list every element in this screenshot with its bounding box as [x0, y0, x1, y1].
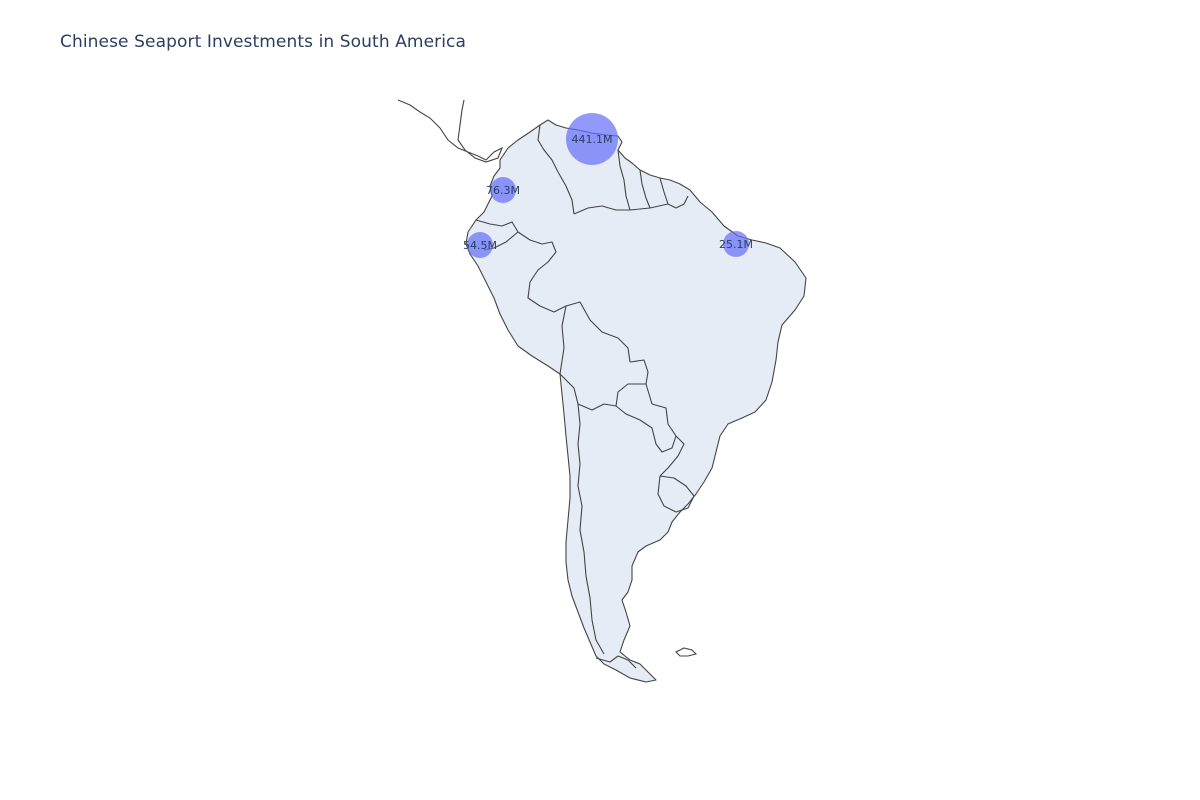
border-uruguay [657, 475, 695, 513]
port-bubble[interactable] [490, 177, 516, 203]
falkland-islands [675, 647, 698, 657]
border-venezuela-guyana [617, 149, 631, 211]
border-peru-brazil [527, 281, 631, 363]
port-bubble-label: 54.5M [463, 239, 497, 252]
tierra-del-fuego [595, 655, 637, 669]
border-ecuador [475, 219, 519, 251]
port-bubble-label: 441.1M [572, 133, 613, 146]
border-amazon-north [573, 203, 669, 215]
border-argentina-brazil [659, 435, 685, 477]
bubble-layer: 441.1M 76.3M 54.5M 25.1M [463, 113, 753, 258]
port-bubble[interactable] [723, 231, 749, 257]
border-chile-argentina [577, 403, 605, 655]
border-suriname-guiana [659, 177, 689, 209]
border-colombia-venezuela [537, 124, 575, 215]
port-bubble[interactable] [566, 113, 618, 165]
border-peru-bolivia [559, 305, 567, 375]
border-colombia-peru [517, 231, 557, 283]
chart-title: Chinese Seaport Investments in South Ame… [60, 32, 467, 52]
port-bubble[interactable] [467, 232, 493, 258]
central-america-coast [397, 99, 504, 163]
border-bolivia-south [559, 359, 649, 411]
port-bubble-label: 25.1M [719, 238, 753, 251]
port-bubble-label: 76.3M [486, 184, 520, 197]
border-paraguay [615, 383, 677, 453]
border-guyana-suriname [639, 169, 651, 209]
south-america-landmass [465, 119, 807, 683]
